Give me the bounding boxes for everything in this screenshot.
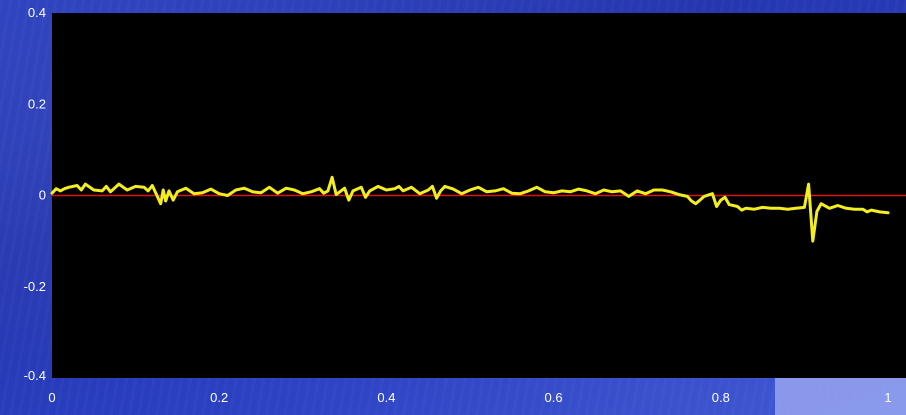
y-axis: 0.4 0.2 0 -0.2 -0.4 [24,5,46,383]
series-line [50,175,890,243]
x-tick-label: 0.4 [377,390,395,405]
x-axis: 0 0.2 0.4 0.6 0.8 1 [48,390,891,405]
x-tick-label: 0.8 [712,390,730,405]
y-tick-label: 0 [39,188,46,203]
x-tick-label: 0 [48,390,55,405]
y-tick-label: -0.4 [24,368,46,383]
y-tick-label: -0.2 [24,279,46,294]
corner-highlight [775,378,906,415]
x-tick-label: 1 [884,390,891,405]
y-tick-label: 0.4 [28,5,46,20]
x-tick-label: 0.6 [545,390,563,405]
x-tick-label: 0.2 [210,390,228,405]
y-tick-label: 0.2 [28,96,46,111]
